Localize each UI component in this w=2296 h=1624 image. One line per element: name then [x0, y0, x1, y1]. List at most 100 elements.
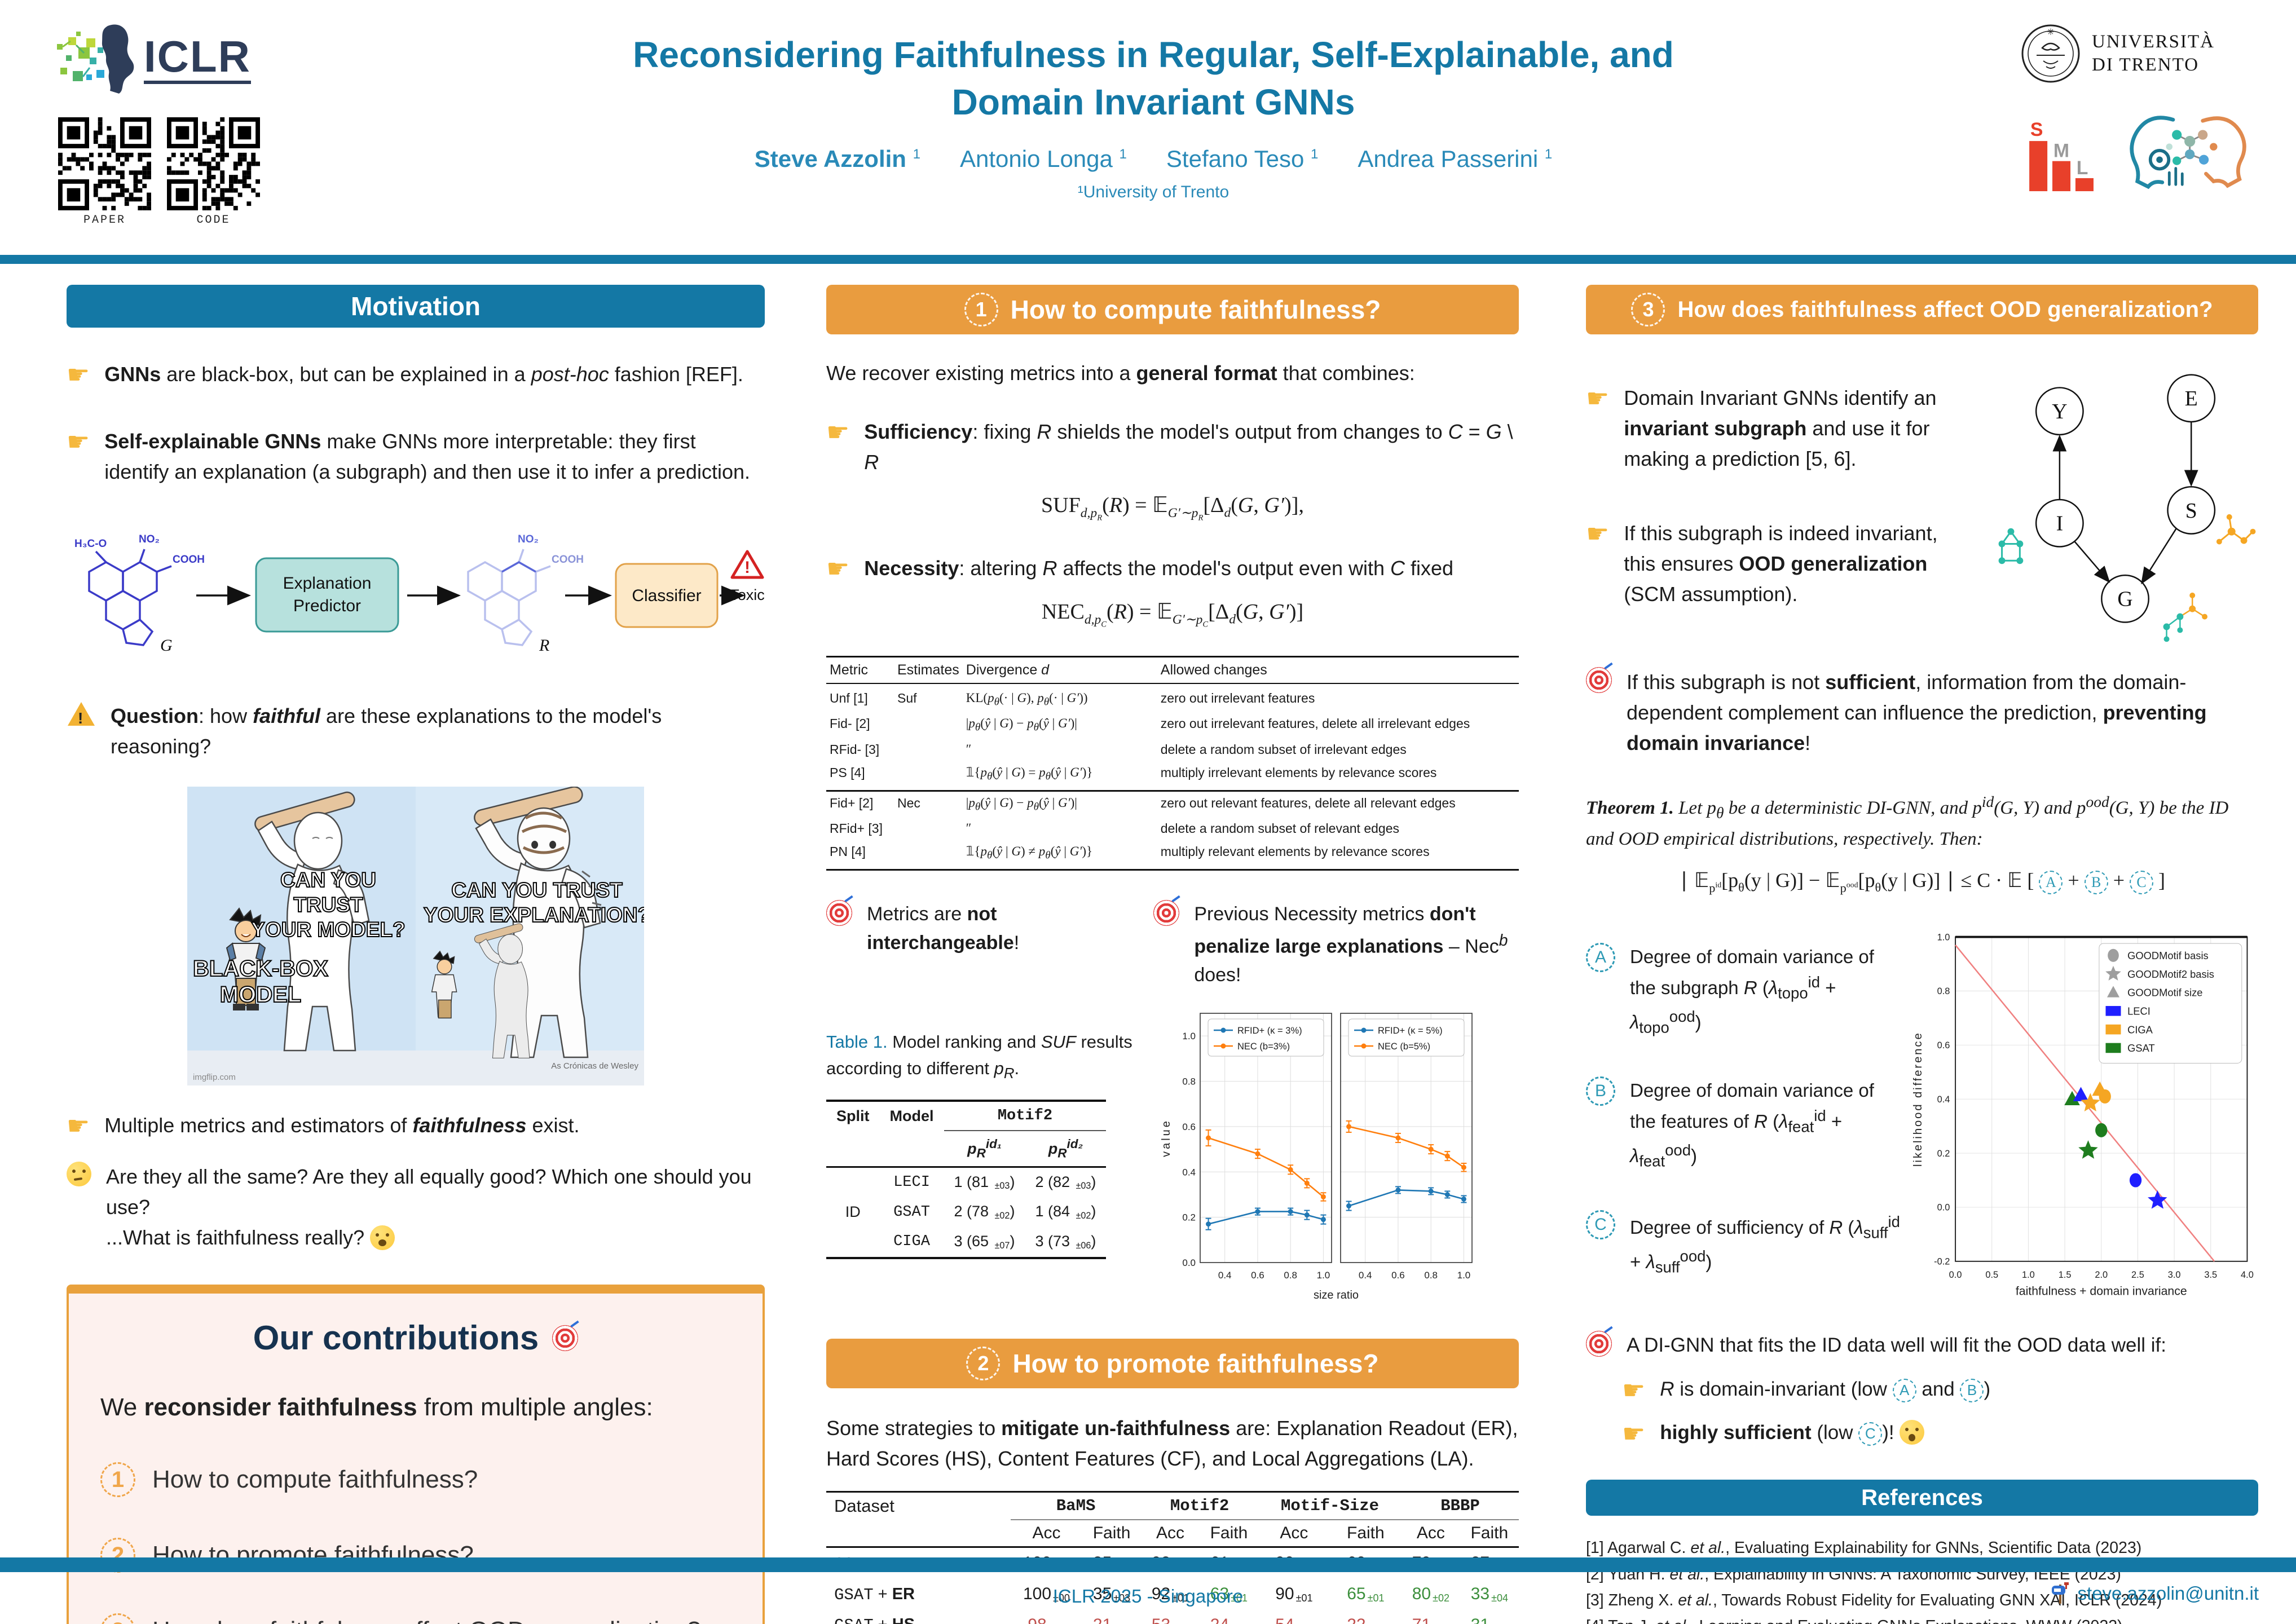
svg-text:0.4: 0.4 — [1359, 1270, 1372, 1281]
target-icon — [1586, 667, 1612, 693]
svg-text:GOODMotif2 basis: GOODMotif2 basis — [2127, 968, 2214, 979]
author: Andrea Passerini 1 — [1358, 145, 1553, 172]
svg-text:E: E — [2184, 387, 2197, 411]
svg-text:0.8: 0.8 — [1937, 986, 1950, 996]
svg-text:1.0: 1.0 — [1457, 1270, 1470, 1281]
column-compute-promote: 1 How to compute faithfulness? We recove… — [826, 285, 1519, 1624]
poster-title: Reconsidering Faithfulness in Regular, S… — [633, 34, 1674, 123]
ood-bullet-3: If this subgraph is not sufficient, info… — [1586, 667, 2258, 758]
circle-A: A — [1586, 942, 1615, 972]
svg-text:GOODMotif size: GOODMotif size — [2127, 986, 2202, 998]
table-row: PS [4] 𝟙{pθ(ŷ | G) = pθ(ŷ | G′)} multiply… — [830, 765, 1437, 783]
qr-paper-label: PAPER — [83, 214, 126, 227]
target-icon — [1586, 1330, 1612, 1357]
table-row: RFid+ [3] ″ delete a random subset of rel… — [830, 821, 1399, 836]
meme-image: CAN YOU TRUST YOUR MODEL? BLACK-BOX MODE… — [187, 787, 644, 1086]
motivation-bullet-2: ☛ Self-explainable GNNs make GNNs more i… — [67, 426, 750, 484]
svg-text:0.0: 0.0 — [1937, 1202, 1950, 1212]
mailbox-icon — [2051, 1582, 2069, 1604]
svg-text:2.5: 2.5 — [2131, 1269, 2144, 1279]
contribution-number: 3 — [100, 1613, 135, 1624]
motivation-header: Motivation — [67, 285, 765, 328]
pointing-finger-icon: ☛ — [67, 1110, 90, 1141]
footer-conference: ICLR 2025 - Singapore — [1052, 1586, 1244, 1607]
svg-text:0.8: 0.8 — [1182, 1076, 1196, 1087]
question-line: Question: how faithful are these explana… — [67, 701, 765, 762]
abc-definitions: A Degree of domain variance of the subgr… — [1586, 920, 1902, 1315]
def-A: A Degree of domain variance of the subgr… — [1586, 942, 1902, 1039]
institution-logos: ✳ UNIVERSITÀ DI TRENTO S M L — [2020, 23, 2257, 197]
pointing-finger-icon: ☛ — [1586, 518, 1610, 549]
pointing-finger-icon: ☛ — [826, 553, 850, 584]
pointing-finger-icon: ☛ — [67, 426, 90, 457]
svg-text:imgflip.com: imgflip.com — [193, 1073, 236, 1082]
svg-text:YOUR MODEL?: YOUR MODEL? — [251, 918, 405, 941]
table-row: Fid- [2] |pθ(ŷ | G) − pθ(ŷ | G′)| zero ou… — [830, 716, 1470, 734]
svg-text:2.0: 2.0 — [2095, 1269, 2108, 1279]
contributions-intro: We reconsider faithfulness from multiple… — [100, 1393, 653, 1422]
svg-text:value: value — [1160, 1119, 1173, 1157]
svg-text:TRUST: TRUST — [293, 893, 363, 916]
svg-text:YOUR EXPLANATION?: YOUR EXPLANATION? — [424, 903, 644, 926]
table-row: GSAT + HS 98±01 21±06 53±02 24±05 54±03 … — [826, 1610, 1519, 1624]
target-icon — [1153, 899, 1180, 926]
svg-text:0.6: 0.6 — [1182, 1122, 1196, 1132]
svg-text:BLACK-BOX: BLACK-BOX — [193, 956, 328, 981]
svg-text:!: ! — [744, 558, 750, 577]
footer-email[interactable]: steve.azzolin@unitn.it — [2051, 1582, 2259, 1605]
svg-text:-0.2: -0.2 — [1934, 1256, 1950, 1266]
svg-text:0.0: 0.0 — [1949, 1269, 1962, 1279]
svg-text:0.4: 0.4 — [1182, 1167, 1196, 1177]
theorem-formula: ∣ 𝔼pid[pθ(y | G)] − 𝔼pood[pθ(y | G)] ∣ ≤… — [1678, 869, 2166, 895]
thinking-face-icon — [67, 1162, 91, 1187]
svg-text:1.0: 1.0 — [1316, 1270, 1330, 1281]
svg-text:Classifier: Classifier — [632, 586, 701, 605]
brain-heads-logo — [2129, 116, 2246, 189]
svg-text:COOH: COOH — [552, 554, 584, 566]
author: Stefano Teso 1 — [1166, 145, 1319, 172]
ood-scatter-chart: -0.2 0.0 0.2 0.4 0.6 0.8 1.0 0.0 0.5 1.0 1.5 2.0 2.5… — [1912, 932, 2254, 1298]
metrics-table: Metric Estimates Divergence d Allowed ch… — [826, 655, 1519, 871]
conclusion-sub-1: ☛ R is domain-invariant (low A and B) — [1622, 1375, 1991, 1406]
svg-text:NO₂: NO₂ — [518, 533, 539, 545]
warning-icon — [67, 701, 96, 730]
svg-text:0.2: 0.2 — [1937, 1148, 1950, 1158]
svg-text:Explanation: Explanation — [283, 574, 372, 593]
svg-text:1.5: 1.5 — [2059, 1269, 2072, 1279]
svg-text:H₃C-O: H₃C-O — [74, 538, 107, 550]
svg-text:NEC (b=3%): NEC (b=3%) — [1237, 1042, 1290, 1052]
table-row: ID GSAT 2 (78 ±02) 1 (84 ±02) — [845, 1203, 1096, 1221]
astonished-face-icon — [1900, 1420, 1925, 1445]
references-header: References — [1586, 1480, 2258, 1516]
reference-item: [1] Agarwal C. et al., Evaluating Explai… — [1586, 1539, 2142, 1557]
pointing-finger-icon: ☛ — [1622, 1418, 1646, 1449]
qr-code-label: CODE — [196, 214, 231, 227]
svg-text:S: S — [2185, 499, 2197, 523]
svg-text:4.0: 4.0 — [2241, 1269, 2254, 1279]
svg-text:NEC (b=5%): NEC (b=5%) — [1378, 1042, 1430, 1052]
svg-text:Toxic: Toxic — [730, 586, 765, 603]
conclusion-line: A DI-GNN that fits the ID data well will… — [1586, 1330, 2258, 1361]
svg-text:CAN YOU TRUST: CAN YOU TRUST — [451, 879, 623, 902]
sufficiency-bullet: ☛ Sufficiency: fixing R shields the mode… — [826, 417, 1513, 474]
header: ICLR PAPER CODE Reconsidering Faithfulne… — [0, 0, 2296, 255]
section1-header: 1 How to compute faithfulness? — [826, 285, 1519, 334]
circle-C: C — [1586, 1210, 1615, 1239]
takeaway-nec-penalize: Previous Necessity metrics don't penaliz… — [1153, 899, 1519, 990]
svg-text:GSAT: GSAT — [2127, 1042, 2155, 1054]
target-icon — [826, 899, 852, 926]
takeaway-not-interchangeable: Metrics are not interchangeable! — [826, 899, 1131, 990]
svg-text:0.6: 0.6 — [1251, 1270, 1264, 1281]
table-row: PN [4] 𝟙{pθ(ŷ | G) ≠ pθ(ŷ | G′)} multiply… — [830, 844, 1430, 862]
necessity-formula: NECd,pC(R) = 𝔼G′∼pC[Δd(G, G′)] — [1041, 600, 1304, 629]
section3-header: 3 How does faithfulness affect OOD gener… — [1586, 285, 2258, 334]
header-divider — [0, 255, 2296, 264]
svg-text:0.6: 0.6 — [1391, 1270, 1405, 1281]
svg-text:As Crónicas de Wesley: As Crónicas de Wesley — [551, 1061, 638, 1071]
pointing-finger-icon: ☛ — [826, 417, 850, 447]
section2-number: 2 — [966, 1347, 1001, 1381]
qr-codes: PAPER CODE — [58, 117, 260, 227]
svg-text:3.0: 3.0 — [2168, 1269, 2181, 1279]
authors: Steve Azzolin 1 Antonio Longa 1 Stefano Te… — [575, 145, 1731, 173]
